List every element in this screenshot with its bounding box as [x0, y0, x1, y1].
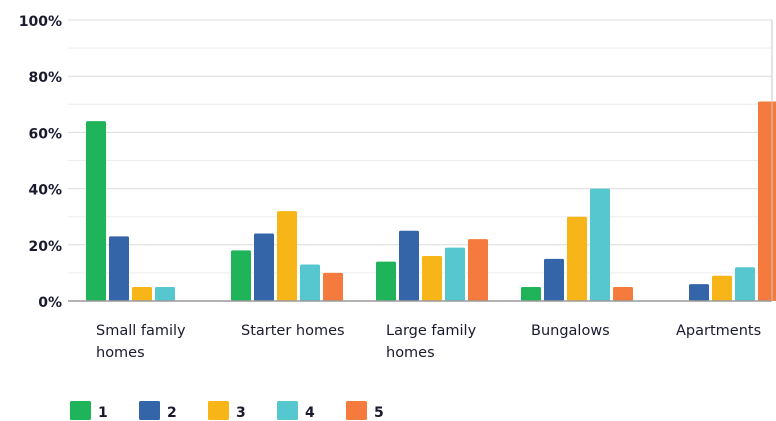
bar	[399, 230, 419, 301]
bar	[132, 286, 152, 301]
legend-label: 3	[236, 405, 246, 421]
y-tick-label: 20%	[28, 239, 62, 255]
y-tick-label: 100%	[19, 14, 62, 30]
x-category-label: Bungalows	[531, 323, 610, 339]
legend-label: 1	[98, 405, 108, 421]
bar	[109, 236, 129, 301]
bar	[254, 233, 274, 301]
bar	[155, 286, 175, 301]
bar	[544, 258, 564, 301]
x-axis-categories: Small family homes Starter homes Large fami…	[96, 323, 761, 361]
bar	[689, 284, 709, 301]
bar	[376, 261, 396, 301]
bar	[735, 267, 755, 301]
legend-swatch	[208, 401, 229, 420]
bar	[422, 256, 442, 301]
x-category-label: Small family	[96, 323, 186, 339]
legend-label: 5	[374, 405, 384, 421]
legend-swatch	[70, 401, 91, 420]
bar	[758, 101, 776, 301]
gridlines	[68, 19, 772, 274]
bar	[277, 211, 297, 301]
x-category-label: Large family	[386, 323, 477, 339]
x-category-label: homes	[96, 345, 145, 361]
x-category-label: homes	[386, 345, 435, 361]
bar	[567, 216, 587, 301]
y-tick-label: 60%	[28, 126, 62, 142]
bars	[86, 101, 776, 301]
bar	[468, 239, 488, 301]
bar	[300, 264, 320, 301]
bar	[86, 121, 106, 301]
legend-swatch	[277, 401, 298, 420]
y-tick-label: 0%	[38, 295, 62, 311]
legend-swatch	[139, 401, 160, 420]
bar	[712, 275, 732, 301]
y-tick-label: 80%	[28, 70, 62, 86]
bar	[521, 286, 541, 301]
bar	[445, 247, 465, 301]
legend-label: 2	[167, 405, 177, 421]
y-axis-ticks: 0% 20% 40% 60% 80% 100%	[19, 14, 62, 311]
legend-swatch	[346, 401, 367, 420]
legend: 1 2 3 4 5	[70, 401, 384, 421]
bar	[323, 272, 343, 301]
y-tick-label: 40%	[28, 183, 62, 199]
legend-label: 4	[305, 405, 315, 421]
x-category-label: Apartments	[676, 323, 761, 339]
x-category-label: Starter homes	[241, 323, 345, 339]
bar	[231, 250, 251, 301]
bar	[613, 286, 633, 301]
bar	[590, 188, 610, 301]
